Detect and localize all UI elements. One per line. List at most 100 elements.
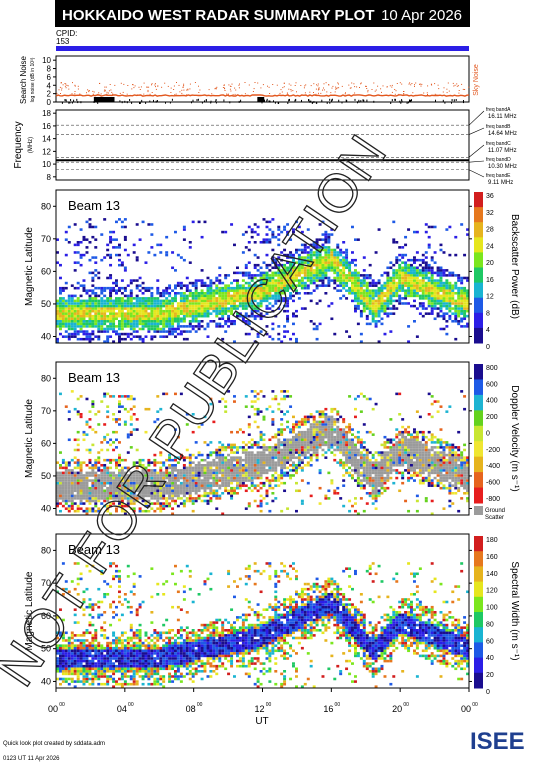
radar-cell	[174, 294, 177, 298]
radar-cell	[424, 307, 428, 310]
radar-cell	[141, 220, 145, 224]
radar-cell	[230, 281, 234, 285]
sky-noise-dot	[295, 82, 297, 84]
radar-cell	[268, 479, 272, 482]
radar-cell	[159, 299, 163, 303]
radar-cell	[383, 284, 387, 287]
radar-cell	[442, 281, 446, 285]
radar-cell	[315, 276, 319, 280]
sky-noise-dot	[421, 83, 423, 85]
radar-cell	[244, 307, 248, 310]
radar-cell	[123, 304, 127, 308]
radar-cell	[82, 484, 86, 487]
radar-cell	[179, 497, 183, 500]
radar-cell	[100, 486, 104, 490]
radar-cell	[165, 476, 169, 480]
radar-cell	[197, 292, 201, 295]
radar-cell	[292, 253, 295, 257]
radar-cell	[318, 266, 322, 270]
radar-cell	[61, 476, 65, 480]
radar-cell	[359, 314, 363, 318]
radar-cell	[61, 484, 65, 487]
freq-band-name: freq bandE	[486, 173, 511, 179]
radar-cell	[295, 489, 298, 493]
radar-cell	[241, 274, 245, 277]
radar-cell	[277, 281, 281, 285]
radar-cell	[73, 407, 77, 411]
radar-cell	[265, 494, 269, 498]
sky-noise-dot	[92, 93, 94, 95]
radar-cell	[59, 466, 62, 470]
search-noise-mark	[96, 99, 98, 102]
radar-cell	[359, 497, 363, 500]
radar-cell	[212, 320, 216, 323]
radar-cell	[70, 327, 74, 331]
radar-cell	[230, 451, 234, 454]
radar-cell	[194, 479, 198, 482]
radar-cell	[247, 322, 251, 326]
radar-cell	[333, 266, 337, 270]
radar-cell	[171, 302, 175, 305]
radar-cell	[100, 314, 104, 318]
radar-cell	[354, 304, 357, 308]
radar-cell	[250, 438, 254, 442]
radar-cell	[383, 307, 387, 310]
radar-cell	[88, 317, 92, 321]
radar-cell	[165, 469, 169, 472]
radar-cell	[168, 476, 172, 480]
radar-cell	[171, 479, 175, 482]
radar-cell	[345, 469, 349, 472]
radar-cell	[174, 484, 177, 487]
radar-cell	[118, 481, 121, 485]
radar-cell	[247, 261, 251, 264]
radar-cell	[238, 304, 242, 308]
radar-cell	[327, 430, 331, 434]
radar-cell	[227, 286, 231, 290]
radar-cell	[256, 304, 260, 308]
radar-cell	[118, 489, 121, 493]
radar-cell	[70, 294, 74, 298]
radar-cell	[377, 299, 381, 303]
radar-cell	[312, 415, 316, 419]
radar-cell	[147, 297, 151, 300]
radar-cell	[324, 292, 328, 295]
radar-cell	[280, 340, 284, 343]
radar-cell	[250, 309, 254, 313]
radar-cell	[221, 481, 225, 485]
radar-cell	[280, 289, 284, 292]
radar-cell	[339, 284, 343, 287]
radar-cell	[218, 400, 222, 403]
radar-cell	[253, 407, 257, 411]
radar-cell	[138, 474, 142, 477]
radar-cell	[168, 464, 172, 467]
radar-cell	[120, 332, 124, 336]
radar-cell	[147, 464, 151, 467]
radar-cell	[250, 314, 254, 318]
sky-noise-dot	[288, 88, 290, 90]
radar-cell	[250, 230, 254, 234]
radar-cell	[265, 304, 269, 308]
radar-cell	[280, 271, 284, 275]
search-noise-mark	[308, 99, 309, 102]
radar-cell	[401, 271, 405, 275]
radar-cell	[359, 461, 363, 464]
radar-cell	[118, 423, 121, 426]
radar-cell	[283, 466, 287, 470]
radar-cell	[445, 279, 449, 282]
radar-cell	[401, 297, 405, 300]
radar-cell	[356, 476, 360, 480]
radar-cell	[442, 284, 446, 287]
radar-cell	[203, 415, 207, 419]
radar-cell	[292, 299, 295, 303]
radar-cell	[182, 481, 186, 485]
radar-cell	[94, 269, 98, 272]
radar-cell	[433, 271, 437, 275]
radar-cell	[421, 274, 425, 277]
sky-noise-dot	[60, 82, 62, 84]
radar-cell	[106, 340, 110, 343]
radar-cell	[109, 502, 113, 505]
radar-cell	[176, 476, 180, 480]
radar-cell	[306, 271, 310, 275]
radar-cell	[424, 271, 428, 275]
radar-cell	[94, 499, 98, 503]
